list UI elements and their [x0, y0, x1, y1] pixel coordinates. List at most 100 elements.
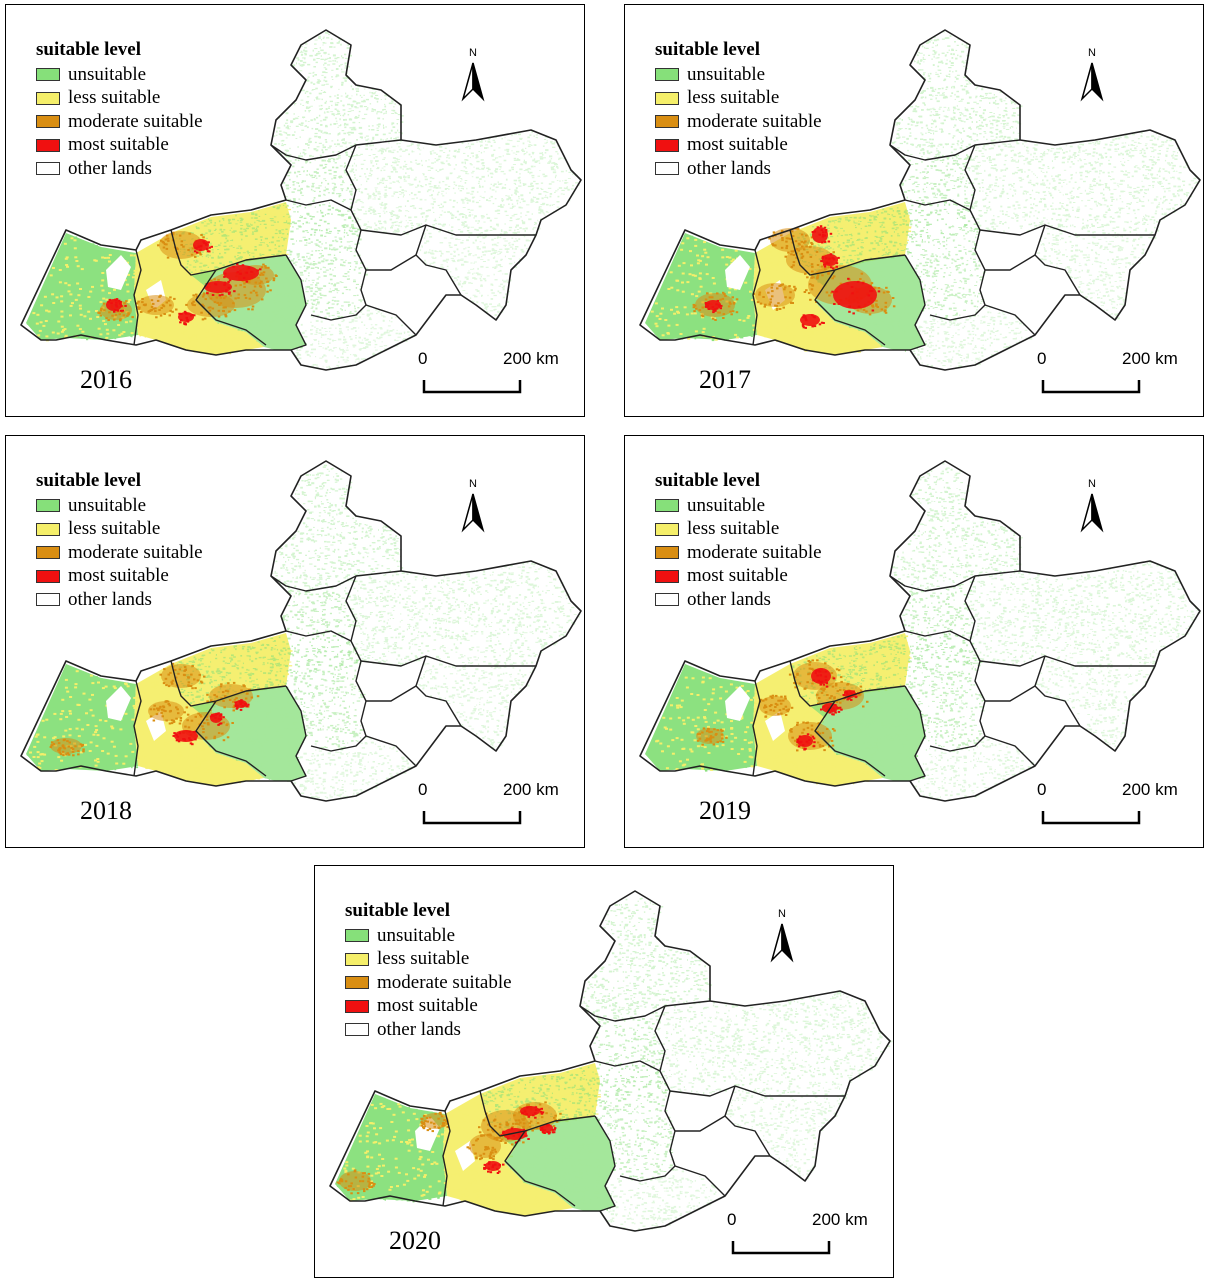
moderate-suitable-cluster: [466, 1133, 504, 1161]
suitability-zone: [348, 131, 580, 237]
legend-item-other-lands: other lands: [36, 157, 203, 181]
swatch-moderate-suitable: [655, 115, 679, 129]
legend-label: unsuitable: [68, 495, 146, 517]
suitability-zone: [1035, 659, 1156, 747]
legend-title: suitable level: [36, 470, 203, 492]
legend-label: unsuitable: [68, 64, 146, 86]
legend-label: other lands: [687, 158, 771, 180]
region-boundary: [929, 144, 986, 321]
moderate-suitable-cluster: [148, 700, 190, 725]
region-boundary: [310, 144, 367, 321]
legend-label: less suitable: [687, 518, 779, 540]
legend-item-less-suitable: less suitable: [36, 87, 203, 111]
most-suitable-cluster: [106, 298, 127, 313]
legend-item-moderate-suitable: moderate suitable: [345, 971, 512, 995]
most-suitable-cluster: [842, 690, 860, 701]
suitability-map: [639, 29, 1201, 371]
suitability-zone: [272, 464, 404, 592]
swatch-moderate-suitable: [655, 546, 679, 560]
map-panel-2018: suitable level unsuitable less suitable …: [5, 435, 585, 848]
region-boundary: [360, 655, 536, 667]
region-boundary: [195, 700, 267, 777]
study-area-outline: [329, 890, 891, 1232]
region-boundary: [195, 269, 267, 346]
scale-start-label: 0: [727, 1210, 736, 1230]
swatch-less-suitable: [345, 952, 369, 966]
suitability-zone: [656, 991, 893, 1098]
north-arrow: N: [765, 908, 799, 970]
map-panel-2016: suitable level unsuitable less suitable …: [5, 4, 585, 417]
legend-item-less-suitable: less suitable: [655, 518, 822, 542]
region-boundary: [985, 685, 1036, 702]
scale-end-label: 200 km: [503, 780, 559, 800]
legend: suitable level unsuitable less suitable …: [36, 39, 203, 181]
swatch-most-suitable: [655, 138, 679, 152]
region-boundary: [579, 1000, 711, 1022]
map-year-label: 2016: [80, 365, 132, 395]
region-boundary: [285, 199, 352, 211]
moderate-suitable-cluster: [420, 1111, 449, 1133]
region-boundary: [984, 304, 1036, 336]
suitability-zone: [595, 1075, 675, 1180]
most-suitable-cluster: [704, 299, 723, 314]
swatch-other-lands: [345, 1023, 369, 1037]
legend-item-moderate-suitable: moderate suitable: [655, 110, 822, 134]
legend-label: most suitable: [68, 565, 169, 587]
legend-label: unsuitable: [687, 495, 765, 517]
region-boundary: [1034, 655, 1081, 727]
north-arrow: N: [456, 47, 490, 109]
legend-label: less suitable: [68, 518, 160, 540]
legend-item-unsuitable: unsuitable: [345, 924, 512, 948]
most-suitable-cluster: [811, 225, 833, 244]
region-boundary: [1034, 224, 1081, 296]
legend-label: moderate suitable: [687, 542, 822, 564]
legend-label: other lands: [687, 589, 771, 611]
most-suitable-cluster: [234, 699, 250, 711]
suitability-zone: [273, 31, 404, 159]
most-suitable-cluster: [796, 733, 816, 751]
suitability-zone: [913, 738, 1034, 800]
suitability-map: [639, 460, 1201, 802]
legend-item-most-suitable: most suitable: [36, 565, 203, 589]
most-suitable-cluster: [178, 310, 196, 326]
swatch-unsuitable: [36, 499, 60, 513]
legend-label: moderate suitable: [68, 542, 203, 564]
legend-item-unsuitable: unsuitable: [655, 494, 822, 518]
legend-item-moderate-suitable: moderate suitable: [36, 541, 203, 565]
legend-title: suitable level: [655, 39, 822, 61]
region-boundary: [285, 254, 307, 351]
map-panel-2020: suitable level unsuitable less suitable …: [314, 865, 894, 1278]
legend-item-other-lands: other lands: [655, 157, 822, 181]
most-suitable-cluster: [820, 253, 840, 270]
suitability-zone: [901, 145, 978, 208]
scale-end-label: 200 km: [812, 1210, 868, 1230]
legend-label: other lands: [377, 1019, 461, 1041]
moderate-suitable-cluster: [758, 694, 794, 718]
scale-bar-line: [731, 1241, 831, 1255]
region-boundary: [133, 680, 142, 777]
region-boundary: [979, 224, 1155, 236]
legend-item-most-suitable: most suitable: [345, 995, 512, 1019]
other-lands-patch: [725, 686, 750, 721]
swatch-unsuitable: [345, 929, 369, 943]
suitability-zone: [292, 306, 415, 370]
legend-label: other lands: [68, 589, 152, 611]
suitability-zone: [726, 1090, 847, 1180]
region-boundary: [814, 700, 886, 777]
swatch-less-suitable: [655, 91, 679, 105]
swatch-unsuitable: [36, 68, 60, 82]
legend: suitable level unsuitable less suitable …: [36, 470, 203, 612]
most-suitable-cluster: [193, 239, 213, 254]
legend-item-other-lands: other lands: [345, 1018, 512, 1042]
legend-label: less suitable: [687, 87, 779, 109]
region-boundary: [674, 1165, 726, 1197]
moderate-suitable-cluster: [159, 662, 206, 690]
legend-label: moderate suitable: [687, 111, 822, 133]
region-boundary: [442, 1110, 451, 1207]
north-label: N: [456, 478, 490, 490]
map-year-label: 2018: [80, 796, 132, 826]
suitability-zone: [275, 580, 358, 636]
moderate-suitable-cluster: [49, 738, 85, 757]
legend-title: suitable level: [655, 470, 822, 492]
suitability-zone: [912, 306, 1033, 370]
